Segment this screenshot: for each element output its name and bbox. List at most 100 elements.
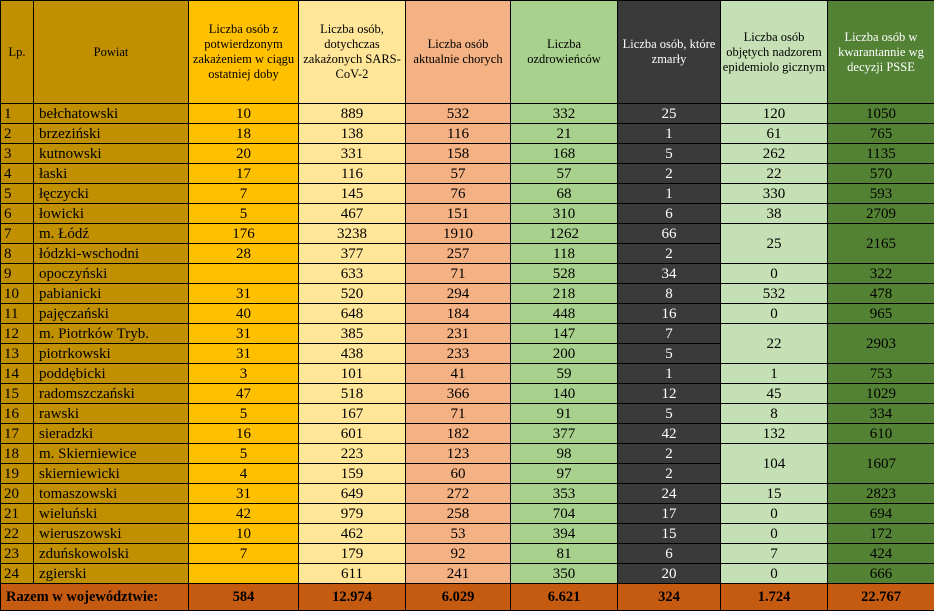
cell-doba: 7 [188, 543, 299, 564]
totals-zakazonych: 12.974 [298, 583, 406, 611]
cell-ozdrowiency: 140 [510, 383, 618, 404]
cell-doba [188, 263, 299, 284]
table-row: 2 brzeziński 18 138 116 21 1 61 765 [0, 123, 934, 144]
cell-lp: 13 [0, 343, 34, 364]
cell-lp: 6 [0, 203, 34, 224]
header-zmarly: Liczba osób, które zmarły [617, 0, 721, 104]
totals-chorych: 6.029 [405, 583, 511, 611]
cell-ozdrowiency: 68 [510, 183, 618, 204]
cell-ozdrowiency: 528 [510, 263, 618, 284]
cell-ozdrowiency: 81 [510, 543, 618, 564]
cell-nadzor: 0 [720, 563, 828, 584]
cell-powiat: m. Skierniewice [33, 443, 189, 464]
table-row: 20 tomaszowski 31 649 272 353 24 15 2823 [0, 483, 934, 504]
cell-ozdrowiency: 704 [510, 503, 618, 524]
cell-chorych: 233 [405, 343, 511, 364]
cell-chorych: 294 [405, 283, 511, 304]
cell-zmarly: 2 [617, 163, 721, 184]
cell-zmarly: 6 [617, 203, 721, 224]
cell-zmarly: 1 [617, 183, 721, 204]
table-row: 9 opoczyński 633 71 528 34 0 322 [0, 263, 934, 284]
cell-nadzor: 7 [720, 543, 828, 564]
cell-nadzor: 61 [720, 123, 828, 144]
cell-chorych: 158 [405, 143, 511, 164]
table-row: 3 kutnowski 20 331 158 168 5 262 1135 [0, 143, 934, 164]
cell-zmarly: 1 [617, 363, 721, 384]
cell-kwarantanna: 1135 [827, 143, 934, 164]
cell-ozdrowiency: 332 [510, 103, 618, 124]
cell-chorych: 231 [405, 323, 511, 344]
cell-nadzor: 38 [720, 203, 828, 224]
cell-zakazonych: 101 [298, 363, 406, 384]
cell-doba: 176 [188, 223, 299, 244]
totals-doba: 584 [188, 583, 299, 611]
cell-nadzor: 0 [720, 523, 828, 544]
cell-nadzor: 45 [720, 383, 828, 404]
table-row: 6 łowicki 5 467 151 310 6 38 2709 [0, 203, 934, 224]
cell-doba: 10 [188, 523, 299, 544]
cell-nadzor: 0 [720, 263, 828, 284]
cell-ozdrowiency: 200 [510, 343, 618, 364]
header-chorych: Liczba osób aktualnie chorych [405, 0, 511, 104]
cell-zmarly: 25 [617, 103, 721, 124]
cell-lp: 14 [0, 363, 34, 384]
cell-powiat: rawski [33, 403, 189, 424]
cell-zmarly: 34 [617, 263, 721, 284]
cell-kwarantanna: 570 [827, 163, 934, 184]
cell-nadzor: 132 [720, 423, 828, 444]
cell-powiat: skierniewicki [33, 463, 189, 484]
totals-kwarantanna: 22.767 [827, 583, 934, 611]
cell-lp: 10 [0, 283, 34, 304]
cell-chorych: 258 [405, 503, 511, 524]
cell-lp: 3 [0, 143, 34, 164]
cell-zmarly: 20 [617, 563, 721, 584]
cell-zakazonych: 520 [298, 283, 406, 304]
cell-zakazonych: 979 [298, 503, 406, 524]
table-row: 16 rawski 5 167 71 91 5 8 334 [0, 403, 934, 424]
cell-ozdrowiency: 394 [510, 523, 618, 544]
cell-chorych: 532 [405, 103, 511, 124]
cell-zmarly: 8 [617, 283, 721, 304]
cell-zmarly: 16 [617, 303, 721, 324]
table-row: 10 pabianicki 31 520 294 218 8 532 478 [0, 283, 934, 304]
cell-powiat: pajęczański [33, 303, 189, 324]
cell-kwarantanna: 765 [827, 123, 934, 144]
cell-doba: 16 [188, 423, 299, 444]
cell-lp: 5 [0, 183, 34, 204]
table-row: 8 łódzki-wschodni 28 377 257 118 2 [0, 243, 934, 264]
table-row: 14 poddębicki 3 101 41 59 1 1 753 [0, 363, 934, 384]
cell-nadzor: 15 [720, 483, 828, 504]
cell-chorych: 184 [405, 303, 511, 324]
cell-powiat: tomaszowski [33, 483, 189, 504]
cell-zakazonych: 611 [298, 563, 406, 584]
cell-lp: 12 [0, 323, 34, 344]
cell-zakazonych: 649 [298, 483, 406, 504]
cell-zakazonych: 467 [298, 203, 406, 224]
cell-nadzor: 0 [720, 503, 828, 524]
cell-kwarantanna: 334 [827, 403, 934, 424]
cell-zmarly: 15 [617, 523, 721, 544]
cell-zmarly: 42 [617, 423, 721, 444]
cell-chorych: 60 [405, 463, 511, 484]
cell-chorych: 76 [405, 183, 511, 204]
cell-zakazonych: 159 [298, 463, 406, 484]
cell-chorych: 123 [405, 443, 511, 464]
cell-powiat: wieluński [33, 503, 189, 524]
cell-zmarly: 66 [617, 223, 721, 244]
cell-lp: 1 [0, 103, 34, 124]
cell-kwarantanna-merged: 2165 [827, 223, 934, 264]
header-lp: Lp. [0, 0, 34, 104]
table-row: 19 skierniewicki 4 159 60 97 2 [0, 463, 934, 484]
cell-ozdrowiency: 59 [510, 363, 618, 384]
cell-doba: 18 [188, 123, 299, 144]
cell-zakazonych: 601 [298, 423, 406, 444]
cell-kwarantanna: 965 [827, 303, 934, 324]
cell-powiat: poddębicki [33, 363, 189, 384]
cell-nadzor: 22 [720, 163, 828, 184]
cell-zmarly: 6 [617, 543, 721, 564]
cell-zakazonych: 385 [298, 323, 406, 344]
cell-chorych: 272 [405, 483, 511, 504]
cell-nadzor-merged: 25 [720, 223, 828, 264]
cell-ozdrowiency: 377 [510, 423, 618, 444]
